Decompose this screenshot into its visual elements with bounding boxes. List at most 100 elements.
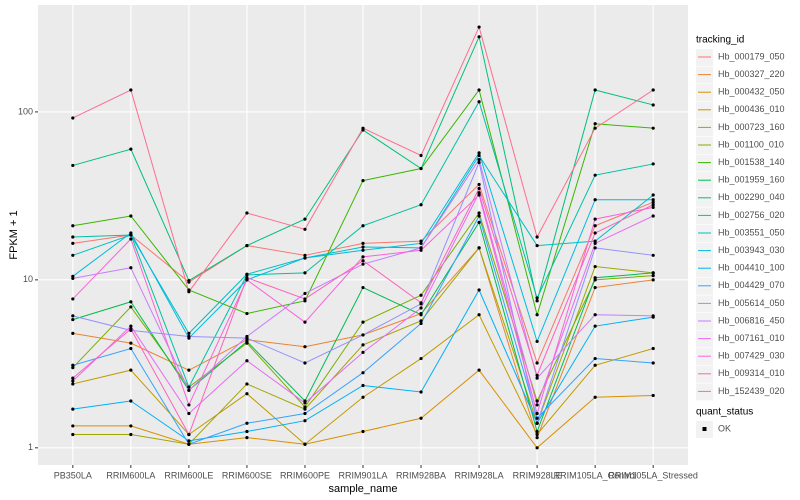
point — [303, 405, 307, 409]
point — [361, 178, 365, 183]
point — [651, 205, 655, 210]
point — [419, 313, 423, 317]
point — [303, 256, 307, 260]
point — [419, 203, 423, 207]
x-tick-label: RRIM600SE — [222, 470, 272, 480]
point — [71, 235, 75, 239]
point — [187, 411, 191, 416]
point — [477, 288, 481, 292]
point — [129, 266, 133, 270]
point — [245, 436, 249, 440]
point — [593, 217, 597, 221]
point — [535, 339, 539, 344]
point — [129, 327, 133, 331]
legend-label: Hb_001538_140 — [718, 157, 785, 167]
legend-label: Hb_006816_450 — [718, 315, 785, 325]
point — [593, 246, 597, 250]
point — [71, 241, 75, 245]
point — [71, 382, 75, 386]
point — [419, 166, 423, 171]
legend-label: Hb_001100_010 — [718, 139, 784, 149]
point — [535, 432, 539, 437]
point — [535, 429, 539, 434]
point — [245, 311, 249, 316]
y-tick-label: 1 — [28, 442, 33, 452]
point — [303, 419, 307, 423]
point — [651, 162, 655, 166]
point — [419, 293, 423, 297]
point — [419, 246, 423, 250]
point — [651, 278, 655, 282]
x-tick-label: RRIM901LA — [338, 470, 387, 480]
point — [419, 241, 423, 245]
legend-label: Hb_009314_010 — [718, 368, 785, 378]
point — [419, 416, 423, 420]
point — [477, 157, 481, 162]
point — [129, 147, 133, 151]
point — [71, 116, 75, 120]
point — [477, 100, 481, 104]
point — [361, 248, 365, 252]
legend-label: Hb_000327_220 — [718, 69, 785, 79]
shape-legend-title: quant_status — [696, 407, 753, 418]
point — [303, 320, 307, 324]
legend-label: Hb_002756_020 — [718, 210, 785, 220]
point — [651, 203, 655, 207]
point — [535, 416, 539, 420]
point — [651, 193, 655, 197]
point — [303, 411, 307, 416]
point — [187, 290, 191, 294]
point — [129, 399, 133, 403]
point — [593, 88, 597, 92]
point — [187, 439, 191, 443]
point — [129, 424, 133, 428]
point — [361, 245, 365, 249]
point — [651, 274, 655, 278]
legend-shape — [702, 427, 707, 431]
point — [129, 88, 133, 92]
point — [245, 339, 249, 344]
point — [593, 356, 597, 361]
point — [651, 253, 655, 257]
point — [593, 395, 597, 399]
legend-label: Hb_152439_020 — [718, 386, 785, 396]
legend-label: Hb_003943_030 — [718, 245, 785, 255]
point — [361, 259, 365, 263]
legend-label: Hb_003551_050 — [718, 227, 785, 237]
point — [71, 276, 75, 281]
point — [129, 214, 133, 218]
point — [593, 324, 597, 328]
point — [361, 371, 365, 375]
legend-label: Hb_000723_160 — [718, 122, 785, 132]
point — [129, 305, 133, 309]
point — [593, 231, 597, 235]
point — [303, 297, 307, 301]
point — [535, 399, 539, 403]
point — [71, 432, 75, 437]
point — [187, 442, 191, 446]
point — [593, 363, 597, 367]
point — [303, 217, 307, 221]
point — [593, 276, 597, 280]
point — [361, 255, 365, 259]
point — [303, 253, 307, 257]
point — [303, 361, 307, 365]
point — [651, 361, 655, 365]
x-tick-label: RRIM600PE — [280, 470, 330, 480]
point — [187, 331, 191, 335]
point — [419, 356, 423, 361]
point — [129, 300, 133, 304]
point — [71, 224, 75, 228]
point — [419, 248, 423, 252]
x-tick-label: RRIM928BA — [396, 470, 446, 480]
point — [477, 160, 481, 165]
point — [71, 376, 75, 380]
point — [651, 214, 655, 218]
point — [535, 403, 539, 407]
point — [419, 319, 423, 323]
point — [477, 191, 481, 195]
point — [303, 271, 307, 275]
y-tick-label: 100 — [18, 106, 33, 116]
point — [593, 264, 597, 269]
